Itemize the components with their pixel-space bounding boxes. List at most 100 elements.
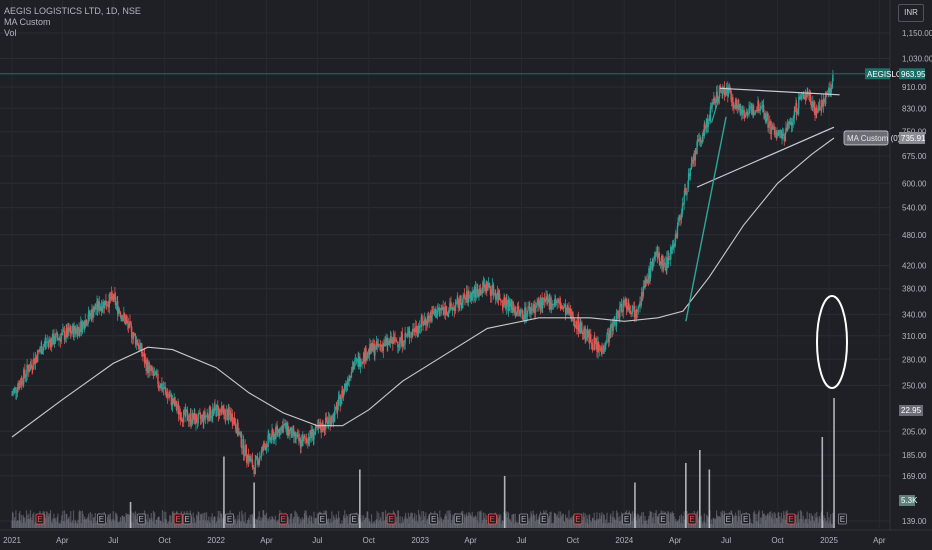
candle-body xyxy=(709,106,712,122)
candle-body xyxy=(664,262,666,267)
volume-bar xyxy=(62,521,65,528)
candle-body xyxy=(732,106,735,108)
candle-body xyxy=(122,318,124,321)
candle-body xyxy=(152,372,155,376)
volume-bar xyxy=(758,510,760,528)
volume-bar xyxy=(651,511,653,528)
candle-body xyxy=(40,346,43,354)
candle-body xyxy=(561,305,563,308)
event-marker: E xyxy=(487,513,497,525)
candle-body xyxy=(160,383,162,389)
candle-body xyxy=(563,304,566,307)
candle-body xyxy=(406,336,408,337)
volume-bar xyxy=(668,522,670,528)
volume-bar xyxy=(172,511,174,528)
candle-body xyxy=(350,371,353,378)
volume-bar xyxy=(469,514,472,528)
candle-body xyxy=(276,426,278,430)
candle-body xyxy=(134,333,136,336)
candle-body xyxy=(141,343,143,354)
volume-bar xyxy=(702,521,704,528)
candle-body xyxy=(774,129,776,133)
event-marker: E xyxy=(429,513,439,525)
volume-indicator-label[interactable]: Vol xyxy=(4,28,17,38)
candle-body xyxy=(545,296,547,300)
candle-body xyxy=(492,284,495,296)
volume-bar xyxy=(601,512,603,528)
candle-body xyxy=(276,429,279,433)
candle-body xyxy=(240,432,242,448)
candle-body xyxy=(252,467,255,469)
volume-bar xyxy=(760,517,762,528)
candle-body xyxy=(724,91,727,96)
candle-body xyxy=(345,383,348,387)
candle-body xyxy=(338,395,340,398)
volume-bar xyxy=(399,516,401,528)
candle-body xyxy=(813,102,815,107)
candle-body xyxy=(810,101,812,105)
volume-bar xyxy=(652,517,654,528)
candle-body xyxy=(804,94,807,99)
candle-body xyxy=(300,439,302,448)
volume-bar xyxy=(363,519,365,528)
volume-bar xyxy=(53,518,56,528)
volume-bar xyxy=(705,514,708,528)
candle-body xyxy=(460,295,462,305)
candle-body xyxy=(138,345,140,350)
candle-body xyxy=(376,340,378,347)
candle-body xyxy=(377,343,379,347)
candle-body xyxy=(221,405,223,413)
candle-body xyxy=(39,351,41,353)
candle-body xyxy=(670,247,672,260)
candle-body xyxy=(516,306,519,313)
candle-body xyxy=(686,191,688,195)
candle-body xyxy=(529,306,531,314)
candle-body xyxy=(215,404,218,416)
candle-body xyxy=(379,345,382,347)
candle-body xyxy=(573,318,576,327)
candle-body xyxy=(259,456,261,461)
candle-body xyxy=(456,298,458,302)
candle-body xyxy=(572,318,575,322)
candle-body xyxy=(463,294,466,298)
ma-indicator-label[interactable]: MA Custom xyxy=(4,17,51,27)
candle-body xyxy=(81,322,84,333)
volume-bar xyxy=(522,521,524,528)
volume-bar xyxy=(679,515,681,528)
candle-body xyxy=(491,291,493,296)
volume-bar xyxy=(322,523,324,528)
candle-body xyxy=(730,90,732,101)
candle-body xyxy=(610,324,612,337)
candle-body xyxy=(288,429,290,435)
candle-body xyxy=(569,308,572,317)
currency-button[interactable]: INR xyxy=(898,4,924,22)
candle-body xyxy=(183,409,185,411)
volume-bar xyxy=(514,513,516,528)
candle-body xyxy=(759,109,761,111)
symbol-title[interactable]: AEGIS LOGISTICS LTD, 1D, NSE xyxy=(4,6,141,16)
volume-bar xyxy=(606,512,608,528)
volume-bar xyxy=(154,523,156,528)
candle-body xyxy=(111,292,113,297)
volume-bar xyxy=(91,513,93,528)
candle-body xyxy=(734,104,736,108)
volume-bar xyxy=(93,517,95,528)
candle-body xyxy=(668,256,670,260)
volume-bar xyxy=(482,512,485,528)
candle-body xyxy=(621,311,623,313)
candle-body xyxy=(109,294,111,298)
candle-body xyxy=(666,257,668,271)
candle-body xyxy=(210,416,212,419)
volume-bar xyxy=(584,513,586,528)
candle-body xyxy=(683,195,685,205)
volume-bar xyxy=(405,512,407,528)
volume-bar xyxy=(58,523,61,528)
candle-body xyxy=(53,341,56,344)
candle-body xyxy=(66,328,68,337)
volume-bar xyxy=(33,512,35,528)
volume-bar xyxy=(419,516,421,528)
volume-bar xyxy=(102,522,104,528)
candle-body xyxy=(24,375,27,377)
candle-body xyxy=(129,321,131,323)
